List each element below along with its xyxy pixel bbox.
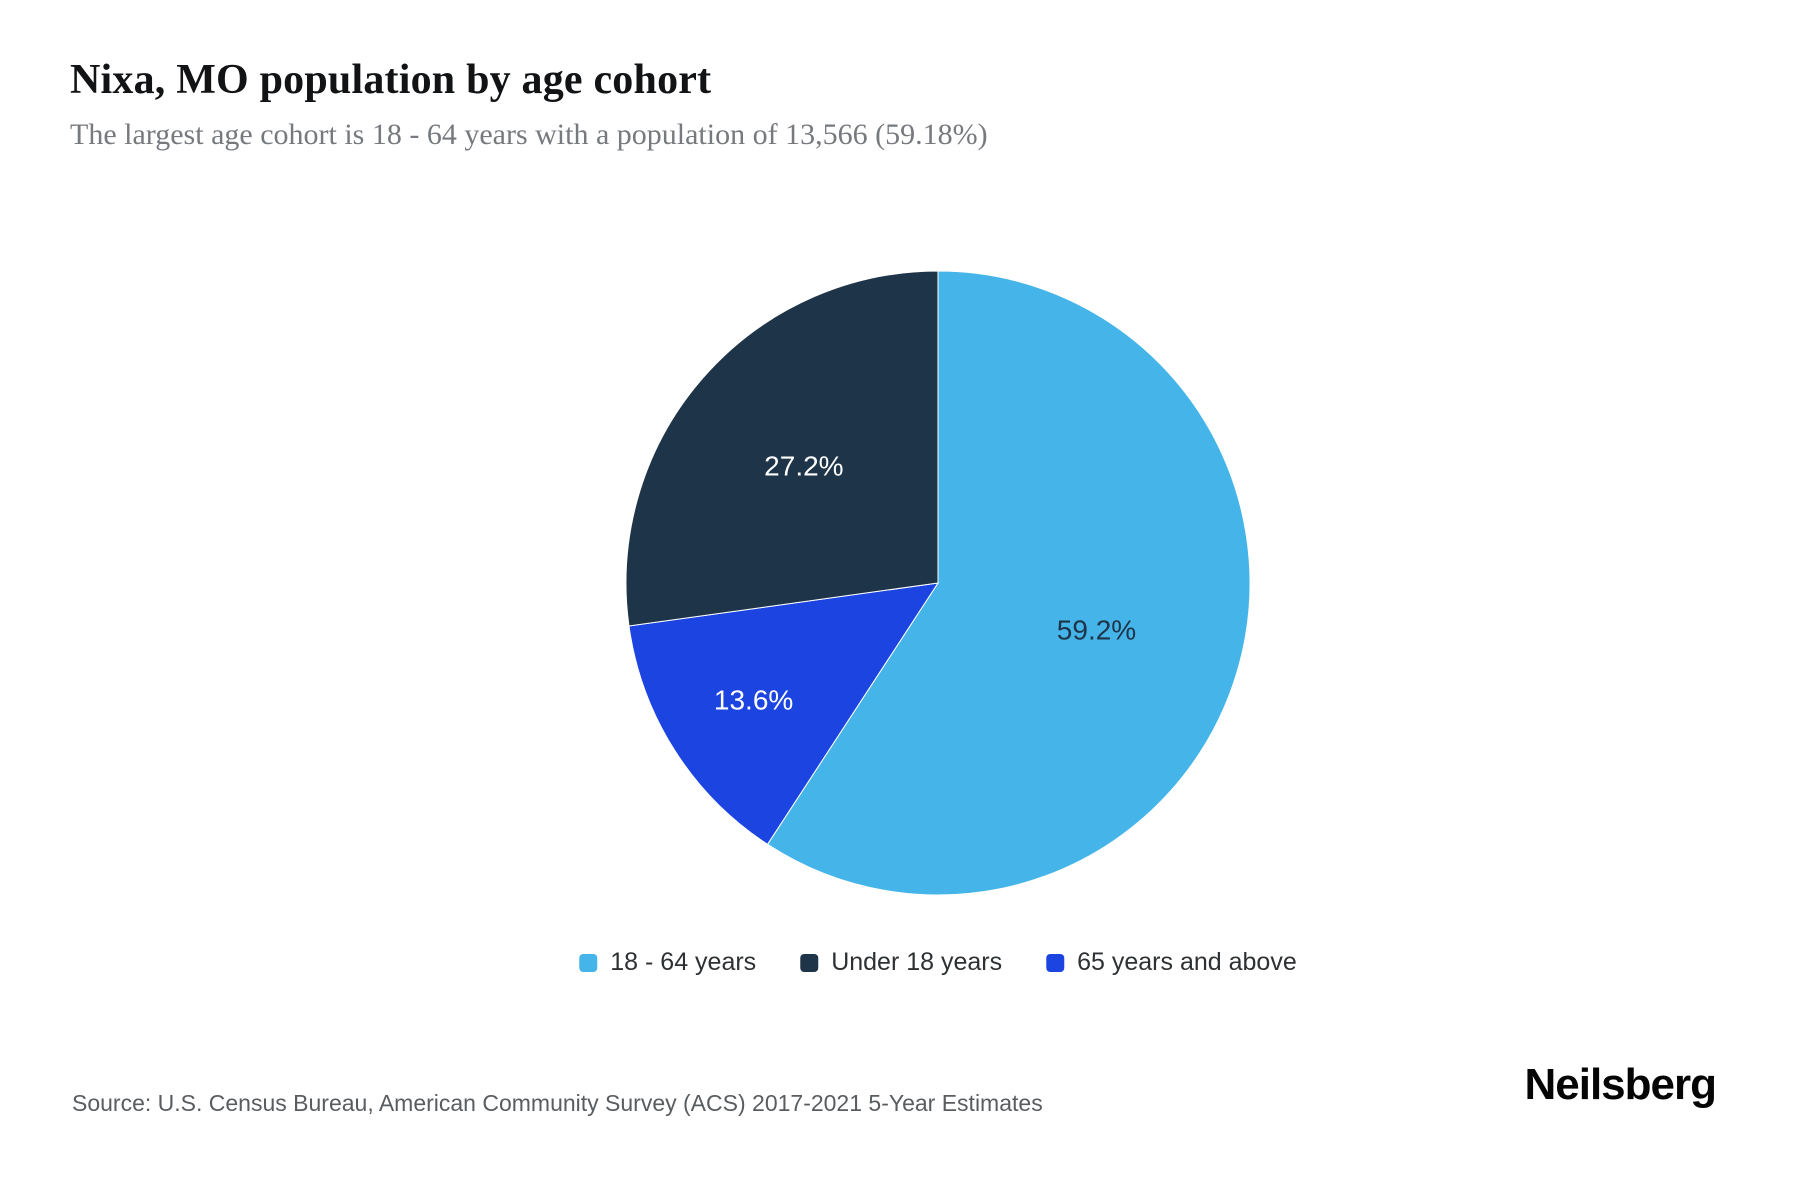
neilsberg-logo[interactable]: Neilsberg <box>1524 1060 1717 1109</box>
pie-slice-0[interactable] <box>766 270 1251 896</box>
legend-item-under-18-years[interactable]: Under 18 years <box>800 948 1002 977</box>
slice-percentage-label: 13.6% <box>714 685 793 716</box>
source-attribution: Source: U.S. Census Bureau, American Com… <box>72 1090 1043 1116</box>
legend-label: 65 years and above <box>1077 948 1297 976</box>
legend: 18 - 64 years Under 18 years 65 years an… <box>579 948 1297 977</box>
slice-percentage-label: 59.2% <box>1057 615 1136 646</box>
pie-slice-2[interactable] <box>625 270 939 627</box>
legend-label: 18 - 64 years <box>610 948 757 976</box>
slice-percentage-label: 27.2% <box>764 451 843 482</box>
pie-chart: 59.2% 13.6% 27.2% <box>625 270 1251 896</box>
legend-swatch-icon <box>579 953 598 972</box>
pie-slice-1[interactable] <box>628 582 940 846</box>
legend-item-65-years-and-above[interactable]: 65 years and above <box>1046 948 1297 977</box>
legend-swatch-icon <box>800 953 819 972</box>
chart-subtitle: The largest age cohort is 18 - 64 years … <box>70 118 988 151</box>
legend-item-18-64-years[interactable]: 18 - 64 years <box>579 948 756 977</box>
chart-title: Nixa, MO population by age cohort <box>70 57 712 103</box>
legend-label: Under 18 years <box>831 948 1003 976</box>
legend-swatch-icon <box>1046 953 1065 972</box>
